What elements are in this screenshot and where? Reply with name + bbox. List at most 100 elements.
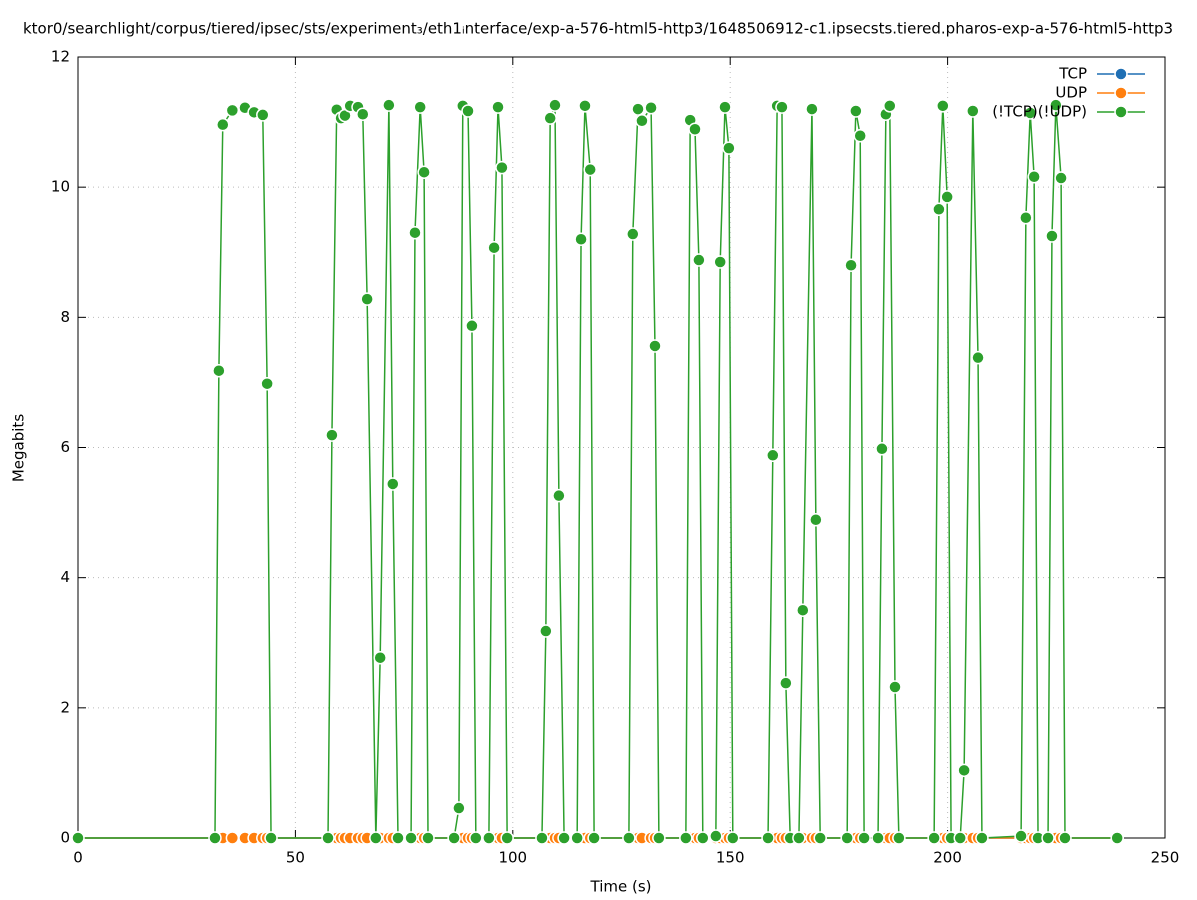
data-point <box>447 831 461 845</box>
x-tick-label: 200 <box>933 849 962 867</box>
legend-marker <box>1114 67 1128 81</box>
data-point <box>216 117 230 132</box>
data-point <box>1049 98 1063 112</box>
data-point <box>892 831 906 845</box>
data-point <box>465 319 479 333</box>
data-point <box>495 160 509 175</box>
data-point <box>469 831 483 845</box>
y-tick-label: 4 <box>60 568 70 586</box>
data-point <box>557 831 571 845</box>
data-point <box>404 831 418 845</box>
data-point <box>1058 831 1072 845</box>
data-point <box>500 831 514 845</box>
data-point <box>652 831 666 845</box>
data-point <box>809 512 823 527</box>
data-point <box>722 141 736 155</box>
data-point <box>844 258 858 273</box>
data-point <box>421 831 435 845</box>
data-point <box>391 831 405 845</box>
data-point <box>849 104 863 118</box>
data-point <box>408 225 422 240</box>
legend-marker <box>1114 86 1128 100</box>
data-point <box>552 488 566 503</box>
data-point <box>1110 831 1124 845</box>
data-point <box>1014 829 1028 843</box>
data-point <box>1027 170 1041 184</box>
data-point <box>583 162 597 177</box>
x-tick-label: 50 <box>286 849 305 867</box>
data-point <box>957 763 971 778</box>
data-point <box>461 104 475 118</box>
data-point <box>264 831 278 845</box>
data-point <box>373 650 387 665</box>
data-point <box>696 831 710 845</box>
y-tick-label: 10 <box>51 178 70 196</box>
data-point <box>356 107 370 122</box>
x-axis-label: Time (s) <box>590 878 652 896</box>
y-tick-label: 8 <box>60 308 70 326</box>
data-point <box>535 831 549 845</box>
data-point <box>543 111 557 125</box>
data-point <box>574 232 588 246</box>
data-point <box>413 100 427 114</box>
data-point <box>548 98 562 112</box>
legend-label: UDP <box>1055 84 1087 102</box>
x-tick-label: 250 <box>1151 849 1180 867</box>
data-point <box>626 227 640 241</box>
x-tick-label: 100 <box>498 849 527 867</box>
data-point <box>805 102 819 116</box>
data-point <box>792 831 806 845</box>
data-point <box>936 99 950 113</box>
data-point <box>325 428 339 442</box>
data-point <box>709 829 723 843</box>
data-point <box>1041 831 1055 845</box>
data-point <box>932 202 946 217</box>
data-point <box>644 101 658 115</box>
data-point <box>648 339 662 353</box>
data-point <box>1045 229 1059 243</box>
data-point <box>487 240 501 255</box>
data-point <box>482 831 496 845</box>
data-point <box>688 122 702 136</box>
y-tick-label: 12 <box>51 48 70 66</box>
data-point <box>840 831 854 845</box>
data-point <box>857 831 871 845</box>
data-point <box>212 363 226 378</box>
data-point <box>452 801 466 815</box>
data-point <box>940 190 954 204</box>
data-point <box>71 831 85 845</box>
data-point <box>718 100 732 114</box>
data-point <box>853 129 867 143</box>
data-point <box>1054 171 1068 185</box>
x-tick-label: 0 <box>73 849 83 867</box>
y-axis-label: Megabits <box>10 414 28 482</box>
data-point <box>966 104 980 118</box>
data-point <box>888 680 902 694</box>
chart-title: ktor0/searchlight/corpus/tiered/ipsec/st… <box>23 20 1173 38</box>
data-point <box>927 831 941 845</box>
data-point <box>875 442 889 456</box>
data-point <box>975 831 989 845</box>
data-point <box>971 350 985 365</box>
data-point <box>539 624 553 638</box>
y-tick-label: 2 <box>60 698 70 716</box>
plot-frame <box>77 56 1166 839</box>
data-point <box>766 448 780 463</box>
data-point <box>953 831 967 845</box>
legend-label: TCP <box>1058 65 1087 83</box>
data-point <box>225 103 240 118</box>
data-point <box>225 831 240 845</box>
data-point <box>635 114 649 128</box>
data-point <box>382 98 396 112</box>
data-point <box>360 292 374 306</box>
data-point <box>796 603 810 617</box>
data-point <box>587 831 601 845</box>
data-point <box>386 477 400 491</box>
data-point <box>883 99 897 113</box>
data-point <box>417 165 431 179</box>
legend-label: (!TCP)(!UDP) <box>992 103 1087 121</box>
data-point <box>779 676 793 690</box>
data-point <box>369 831 383 845</box>
data-point <box>1019 211 1033 225</box>
